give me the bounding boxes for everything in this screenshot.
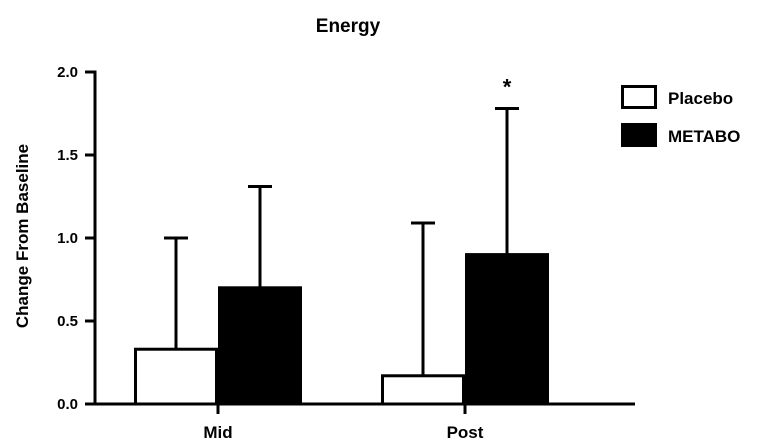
y-tick-label: 1.0 — [57, 230, 78, 247]
legend-label-metabo: METABO — [668, 127, 740, 146]
x-tick-label: Mid — [203, 423, 232, 442]
significance-marker: * — [503, 75, 512, 100]
y-tick-label: 2.0 — [57, 64, 78, 81]
bar-placebo-post — [381, 374, 465, 406]
y-tick-label: 1.5 — [57, 147, 78, 164]
legend-swatch-placebo — [621, 85, 657, 109]
legend-label-placebo: Placebo — [668, 89, 733, 108]
y-tick-label: 0.5 — [57, 313, 78, 330]
plot-area: 0.0 0.5 1.0 1.5 2.0 Mid Post * — [57, 64, 635, 442]
y-axis-label: Change From Baseline — [13, 144, 32, 328]
legend: Placebo METABO — [621, 85, 740, 147]
legend-swatch-metabo — [621, 123, 657, 147]
x-tick-label: Post — [447, 423, 484, 442]
bar-placebo-mid — [134, 347, 218, 406]
chart-title: Energy — [316, 16, 381, 37]
bar-metabo-mid — [218, 286, 302, 406]
y-tick-label: 0.0 — [57, 396, 78, 413]
bar-metabo-post — [465, 253, 549, 406]
